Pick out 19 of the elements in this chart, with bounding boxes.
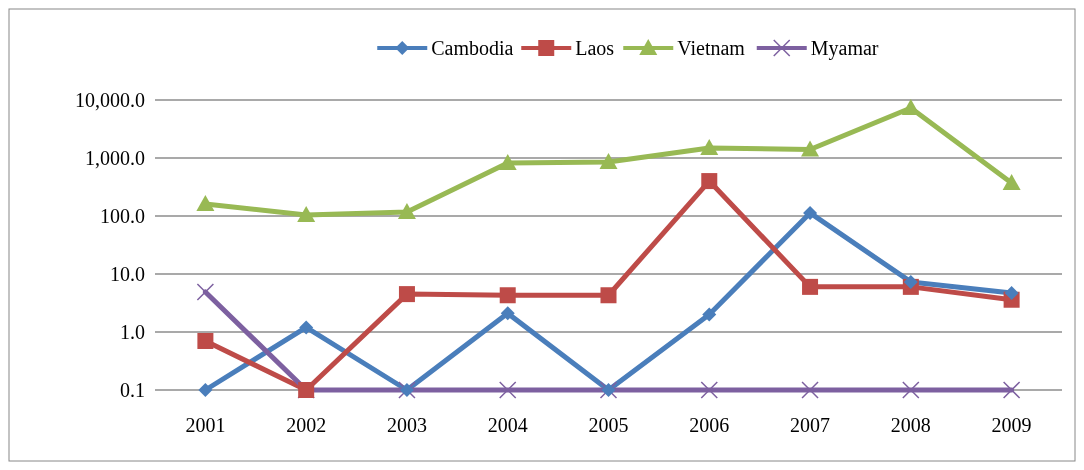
x-tick-label: 2006	[689, 414, 730, 436]
legend-label: Myamar	[810, 37, 879, 60]
legend-label: Laos	[575, 37, 615, 59]
x-tick-label: 2005	[588, 414, 629, 436]
y-tick-label: 1,000.0	[85, 147, 145, 169]
x-tick-label: 2001	[185, 414, 226, 436]
x-tick-label: 2009	[991, 414, 1032, 436]
y-tick-label: 1.0	[120, 321, 145, 343]
x-tick-label: 2003	[386, 414, 427, 436]
x-tick-label: 2002	[286, 414, 327, 436]
y-tick-label: 10,000.0	[75, 89, 145, 111]
y-tick-label: 10.0	[110, 263, 145, 285]
x-tick-label: 2008	[890, 414, 931, 436]
y-tick-label: 0.1	[120, 379, 145, 401]
legend-label: Cambodia	[431, 37, 514, 59]
legend-label: Vietnam	[677, 37, 746, 59]
y-tick-label: 100.0	[100, 205, 145, 227]
x-tick-label: 2007	[790, 414, 831, 436]
x-tick-label: 2004	[487, 414, 528, 436]
